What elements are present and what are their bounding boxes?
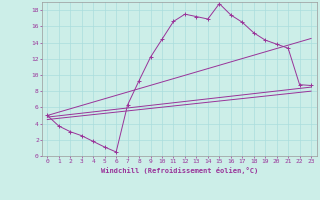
X-axis label: Windchill (Refroidissement éolien,°C): Windchill (Refroidissement éolien,°C) (100, 167, 258, 174)
